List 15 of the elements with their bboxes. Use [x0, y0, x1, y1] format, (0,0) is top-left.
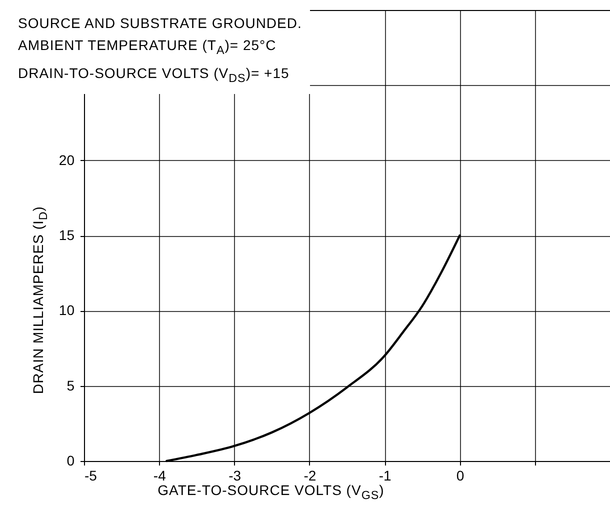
y-tick-label: 5 [66, 377, 75, 394]
x-tick-label: -2 [304, 468, 316, 484]
y-tick-label: 0 [66, 452, 75, 468]
x-tick-label: -4 [153, 468, 166, 484]
x-tick-label: -5 [84, 468, 98, 484]
y-tick-label: 10 [58, 302, 75, 318]
y-tick-label: 15 [58, 227, 75, 243]
x-tick-label: -1 [378, 468, 392, 484]
annotation: SOURCE AND SUBSTRATE GROUNDED. [18, 14, 302, 33]
annotation: DRAIN-TO-SOURCE VOLTS (V$_{DS}$)= +15 [18, 64, 290, 87]
x-tick-label: 0 [456, 468, 464, 484]
y-tick-label: 20 [58, 152, 75, 168]
annotation: AMBIENT TEMPERATURE (T$_{A}$)= 25°C [18, 36, 278, 59]
x-tick-label: -3 [228, 468, 242, 484]
x-axis-title: GATE-TO-SOURCE VOLTS (V$_{GS}$) [158, 482, 384, 502]
